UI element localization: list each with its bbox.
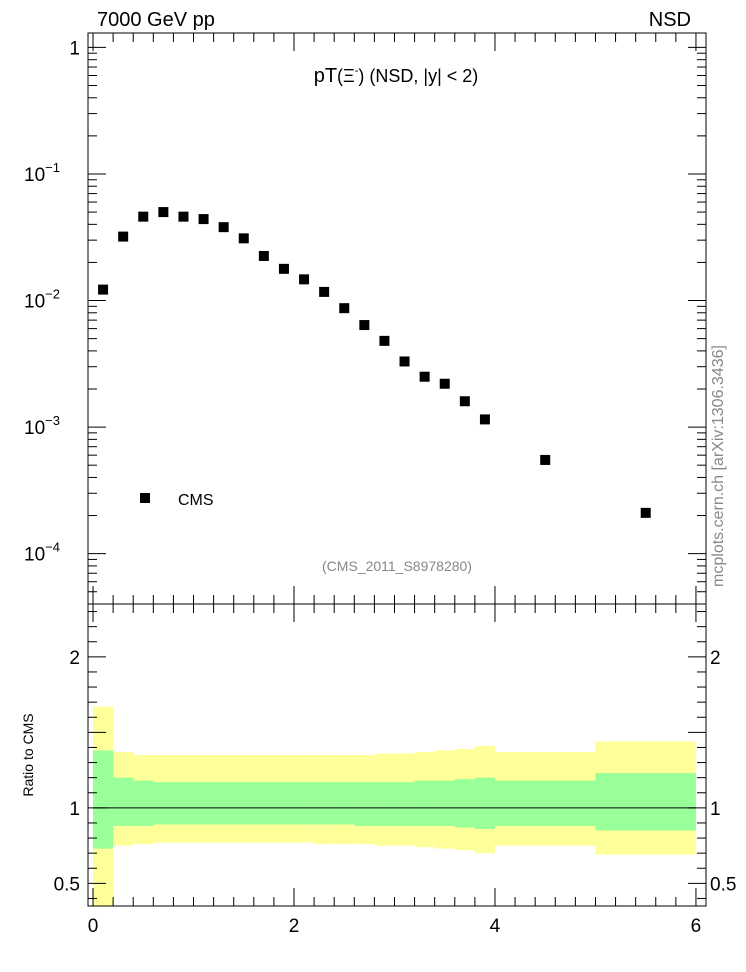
ratio-y-tick-label: 1 bbox=[69, 799, 80, 820]
data-point bbox=[640, 507, 651, 518]
plot-title: pT(Ξ-) (NSD, |y| < 2) bbox=[314, 65, 479, 87]
ratio-y-tick-label-right: 0.5 bbox=[710, 874, 736, 895]
stat-uncertainty-band bbox=[193, 782, 214, 825]
stat-uncertainty-band bbox=[294, 782, 315, 825]
data-point bbox=[439, 378, 450, 389]
side-credit-label: mcplots.cern.ch [arXiv:1306.3436] bbox=[710, 345, 727, 587]
main-frame bbox=[87, 32, 707, 605]
data-point bbox=[238, 233, 249, 244]
stat-uncertainty-band bbox=[334, 782, 355, 825]
stat-uncertainty-band bbox=[434, 780, 455, 826]
data-point bbox=[359, 320, 370, 331]
plot-title-particle: (Ξ bbox=[337, 66, 355, 86]
stat-uncertainty-band bbox=[113, 777, 134, 826]
data-point bbox=[379, 335, 390, 346]
stat-uncertainty-band bbox=[173, 782, 194, 825]
stat-uncertainty-band bbox=[153, 782, 174, 825]
stat-uncertainty-band bbox=[494, 780, 596, 826]
data-point bbox=[258, 250, 269, 261]
plot-title-sup: - bbox=[355, 65, 359, 77]
data-point bbox=[218, 222, 229, 233]
process-label: NSD bbox=[649, 9, 691, 31]
data-point bbox=[299, 274, 310, 285]
data-point bbox=[278, 263, 289, 274]
legend-label-cms: CMS bbox=[178, 492, 214, 509]
analysis-label: (CMS_2011_S8978280) bbox=[322, 558, 472, 574]
data-point bbox=[399, 356, 410, 367]
energy-label: 7000 GeV pp bbox=[97, 9, 215, 31]
stat-uncertainty-band bbox=[474, 777, 495, 829]
y-tick-label: 1 bbox=[69, 38, 80, 59]
stat-uncertainty-band bbox=[93, 750, 114, 849]
x-tick-label: 2 bbox=[289, 916, 300, 937]
stat-uncertainty-band bbox=[454, 779, 475, 828]
y-tick-label: 10−2 bbox=[24, 287, 60, 313]
data-point bbox=[118, 231, 129, 242]
x-tick-label: 0 bbox=[88, 916, 99, 937]
data-point bbox=[158, 207, 169, 218]
data-point bbox=[138, 211, 149, 222]
x-tick-label: 4 bbox=[490, 916, 501, 937]
data-point bbox=[98, 284, 109, 295]
stat-uncertainty-band bbox=[394, 782, 415, 826]
plot-title-suffix: ) (NSD, |y| < 2) bbox=[358, 66, 478, 86]
stat-uncertainty-band bbox=[233, 782, 254, 825]
stat-uncertainty-band bbox=[213, 782, 234, 825]
stat-uncertainty-band bbox=[374, 782, 395, 826]
plot-title-prefix: pT bbox=[314, 65, 337, 87]
y-tick-label: 10−4 bbox=[24, 540, 60, 566]
x-tick-label: 6 bbox=[691, 916, 702, 937]
data-point bbox=[319, 286, 330, 297]
main-panel: 1 10−1 10−2 10−3 10−4 bbox=[24, 32, 707, 605]
ratio-frame bbox=[87, 603, 707, 907]
ratio-y-tick-label: 0.5 bbox=[54, 874, 80, 895]
stat-uncertainty-band bbox=[354, 782, 375, 826]
stat-uncertainty-band bbox=[414, 780, 435, 826]
data-point bbox=[198, 214, 209, 225]
stat-uncertainty-band bbox=[314, 782, 335, 825]
stat-uncertainty-band bbox=[253, 782, 274, 825]
stat-uncertainty-band bbox=[273, 782, 294, 825]
data-point bbox=[178, 211, 189, 222]
data-point bbox=[459, 396, 470, 407]
ratio-y-tick-label: 2 bbox=[69, 648, 80, 669]
data-point bbox=[339, 303, 350, 314]
ratio-panel: 0 2 4 6 0.5 0.5 1 1 2 2 bbox=[54, 603, 736, 937]
y-tick-label: 10−1 bbox=[24, 160, 60, 186]
legend-marker-cms bbox=[140, 493, 150, 503]
ratio-y-tick-label-right: 1 bbox=[710, 799, 721, 820]
stat-uncertainty-band bbox=[595, 773, 696, 831]
data-point bbox=[479, 414, 490, 425]
stat-uncertainty-band bbox=[133, 780, 154, 826]
data-point bbox=[540, 454, 551, 465]
data-point bbox=[419, 371, 430, 382]
ratio-y-tick-label-right: 2 bbox=[710, 648, 721, 669]
ratio-ylabel: Ratio to CMS bbox=[20, 713, 36, 796]
y-tick-label: 10−3 bbox=[24, 413, 60, 439]
